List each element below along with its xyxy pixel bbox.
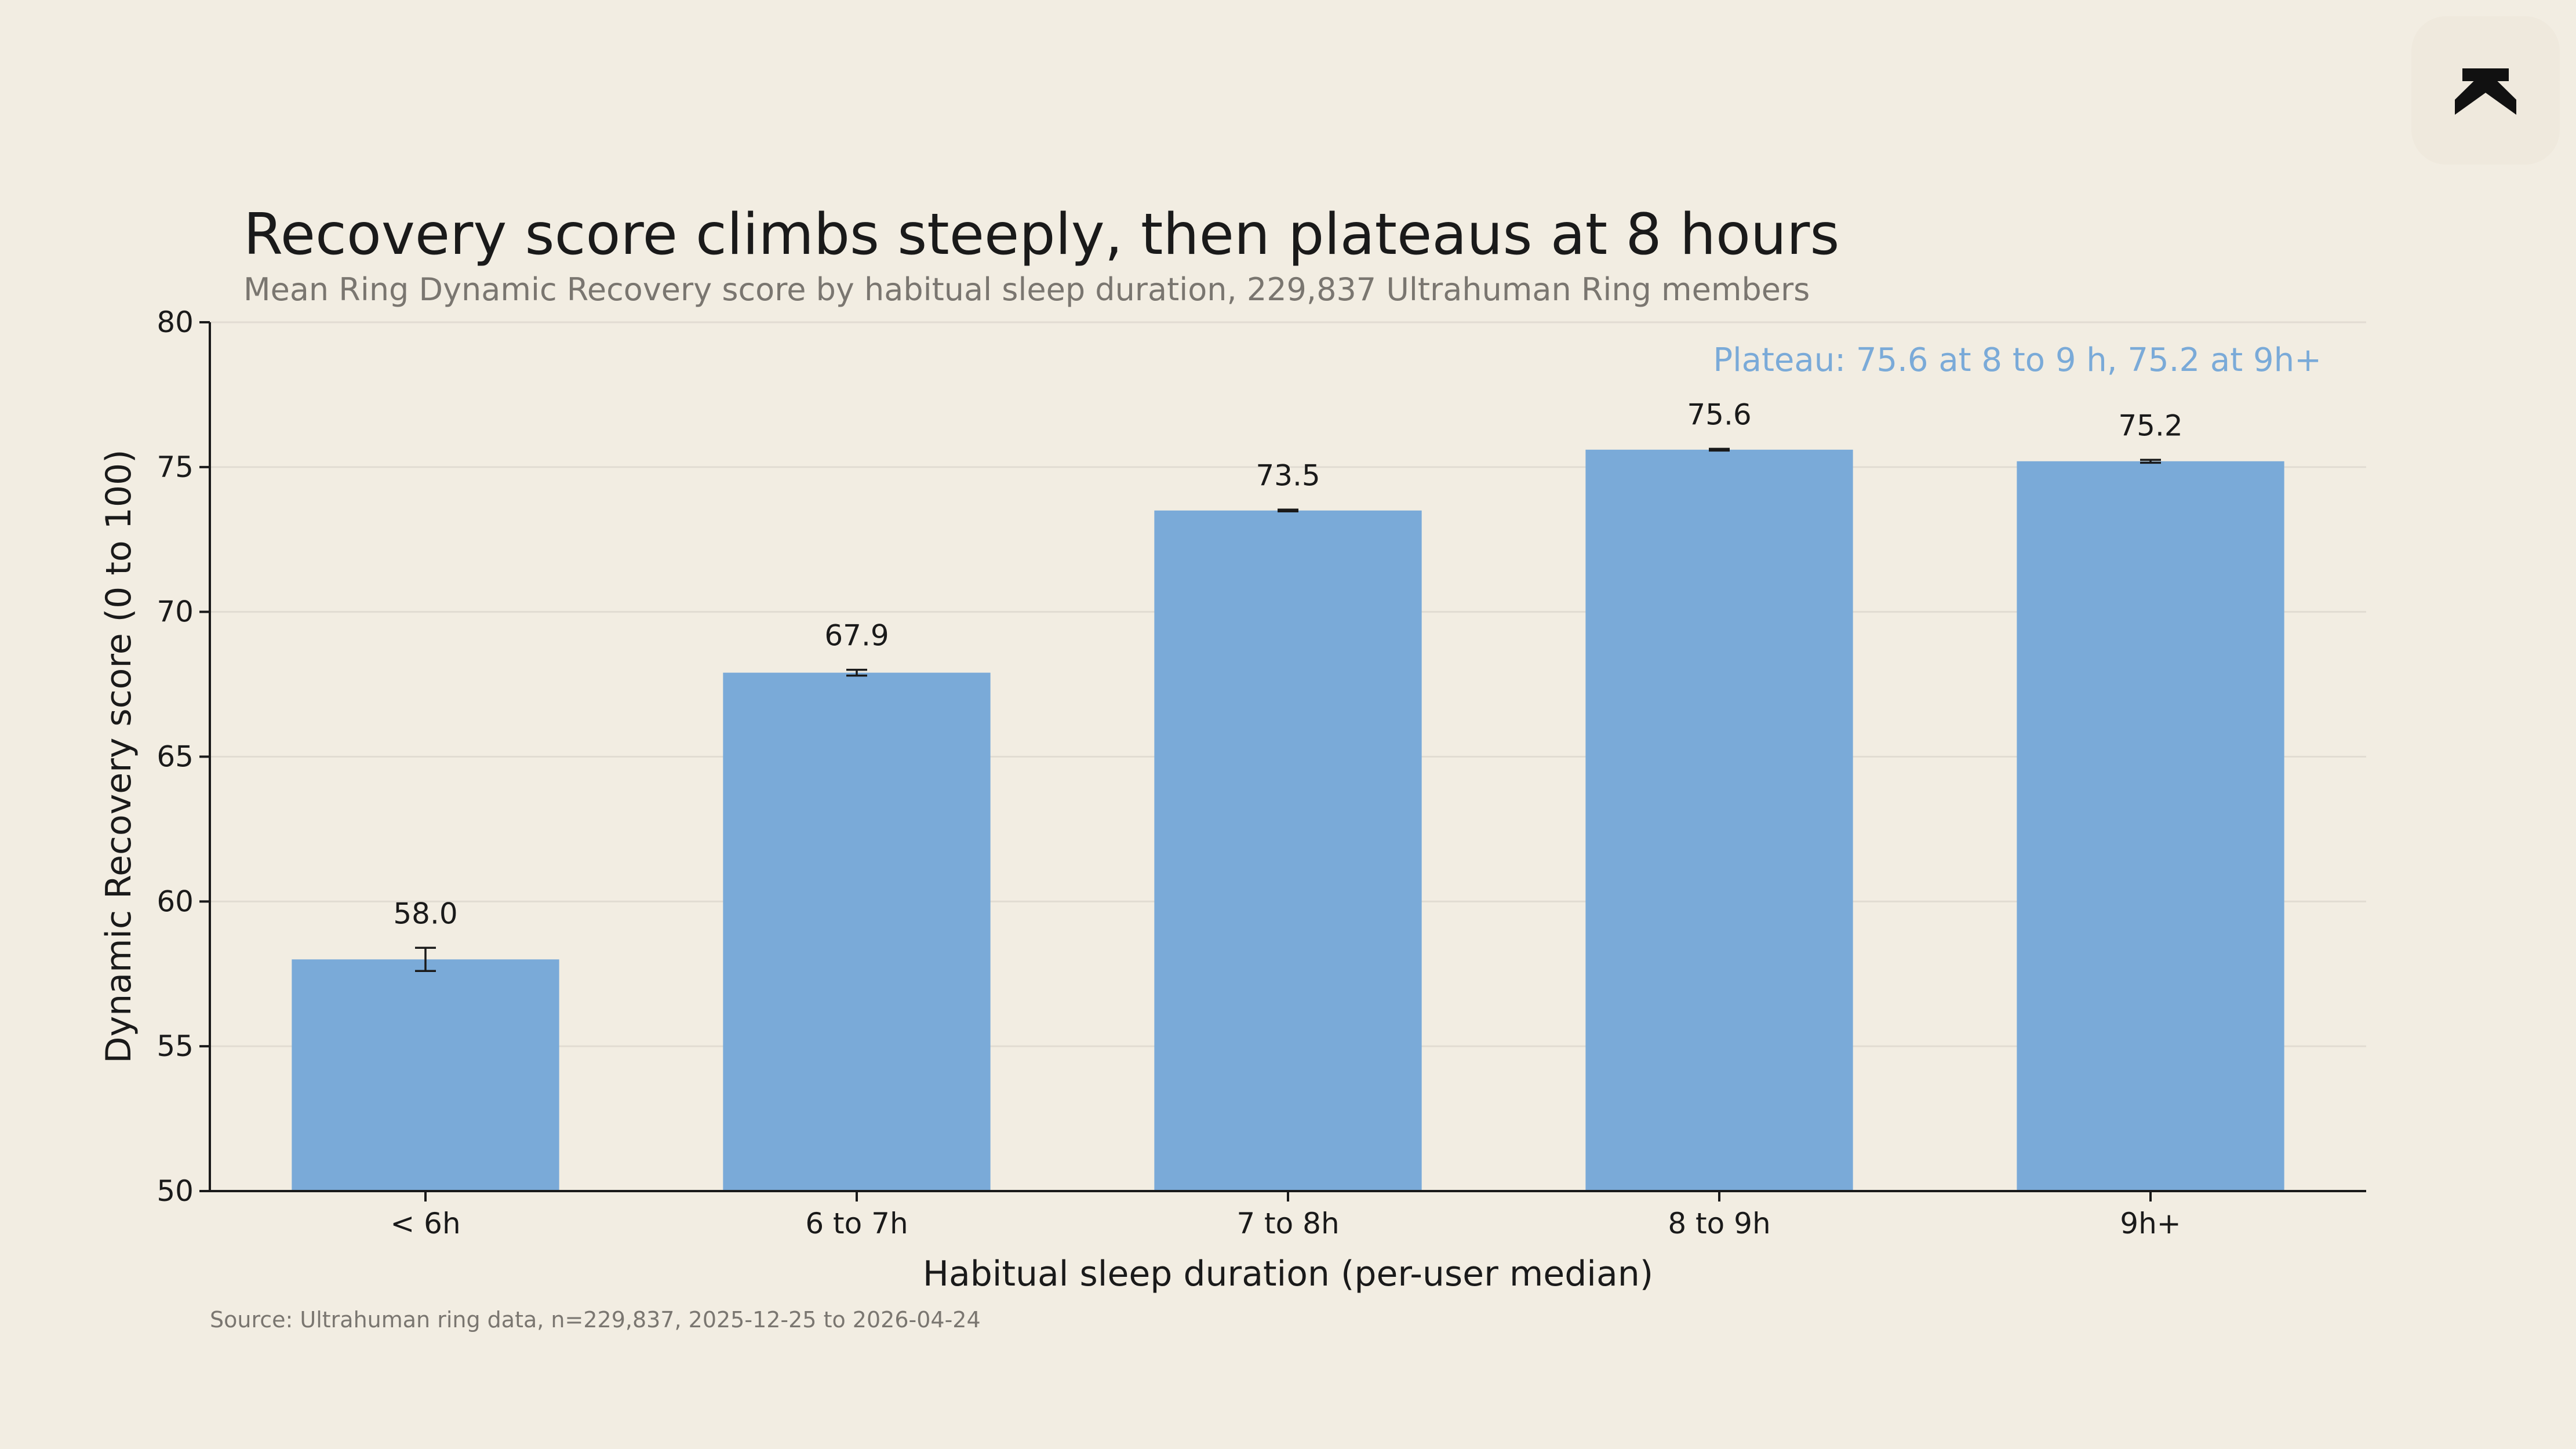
logo — [2411, 16, 2560, 165]
y-tick-label: 65 — [157, 740, 194, 774]
y-tick-label: 75 — [157, 450, 194, 484]
ultrahuman-logo-icon — [2455, 68, 2516, 115]
value-labels: 58.0 67.9 73.5 75.6 75.2 — [393, 398, 2182, 930]
y-tick-label: 50 — [157, 1174, 194, 1208]
x-tick-label: 6 to 7h — [805, 1207, 908, 1240]
bar — [292, 959, 559, 1191]
y-tick-label: 70 — [157, 595, 194, 629]
value-label: 75.6 — [1687, 398, 1751, 431]
y-tick-label: 80 — [157, 305, 194, 339]
x-axis-label: Habitual sleep duration (per-user median… — [923, 1254, 1653, 1294]
y-tick-label: 55 — [157, 1029, 194, 1063]
value-label: 75.2 — [2118, 409, 2182, 442]
plateau-annotation: Plateau: 75.6 at 8 to 9 h, 75.2 at 9h+ — [1713, 341, 2322, 379]
source-note: Source: Ultrahuman ring data, n=229,837,… — [210, 1307, 981, 1333]
chart-title: Recovery score climbs steeply, then plat… — [243, 202, 1839, 268]
x-tick-label: < 6h — [390, 1207, 460, 1240]
x-tick-label: 7 to 8h — [1236, 1207, 1339, 1240]
value-label: 73.5 — [1256, 458, 1320, 492]
bar — [1585, 449, 1853, 1192]
axes: 50 55 60 65 70 75 80 < 6h 6 to 7h 7 to 8h 8 to 9h 9… — [157, 305, 2366, 1240]
y-tick-label: 60 — [157, 884, 194, 918]
x-tick-label: 8 to 9h — [1668, 1207, 1770, 1240]
value-label: 67.9 — [824, 619, 889, 653]
bar — [2017, 461, 2284, 1191]
y-axis-label: Dynamic Recovery score (0 to 100) — [99, 449, 139, 1063]
x-tick-label: 9h+ — [2120, 1207, 2181, 1240]
value-label: 58.0 — [393, 897, 457, 930]
chart-subtitle: Mean Ring Dynamic Recovery score by habi… — [243, 271, 1810, 308]
bar — [1154, 510, 1422, 1191]
bars — [292, 449, 2284, 1192]
bar — [723, 672, 991, 1191]
error-bars — [415, 447, 2161, 973]
